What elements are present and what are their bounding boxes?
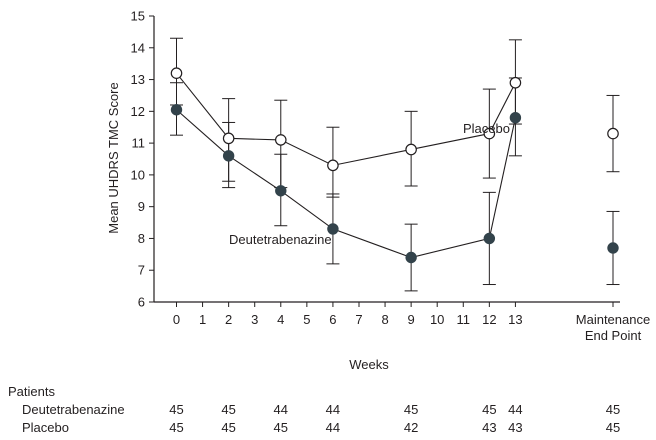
deutetrabenazine-point [327, 223, 339, 235]
patients-count: 44 [326, 402, 340, 417]
y-tick-label: 6 [138, 295, 145, 310]
x-tick-label: 2 [225, 312, 232, 327]
x-tick-label: 5 [303, 312, 310, 327]
patients-row-label: Placebo [22, 420, 69, 435]
x-tick-label-endpoint: Maintenance [576, 312, 650, 327]
x-tick-label: 3 [251, 312, 258, 327]
patients-count: 45 [169, 402, 183, 417]
x-tick-label: 12 [482, 312, 496, 327]
x-axis-label: Weeks [349, 357, 389, 372]
patients-count: 45 [221, 420, 235, 435]
y-tick-label: 14 [131, 40, 145, 55]
patients-count: 44 [274, 402, 288, 417]
deutetrabenazine-point [405, 251, 417, 264]
patients-count: 45 [606, 420, 620, 435]
patients-count: 42 [404, 420, 418, 435]
patients-count: 45 [221, 402, 235, 417]
x-tick-label-endpoint: End Point [585, 328, 642, 343]
y-tick-label: 8 [138, 231, 145, 246]
deutetrabenazine-annotation: Deutetrabenazine [229, 232, 332, 247]
placebo-point [483, 127, 496, 140]
placebo-annotation: Placebo [463, 121, 510, 136]
patients-count: 45 [606, 402, 620, 417]
patients-count: 45 [404, 402, 418, 417]
y-tick-label: 7 [138, 263, 145, 278]
patients-row-label: Deutetrabenazine [22, 402, 125, 417]
patients-count: 43 [508, 420, 522, 435]
y-tick-label: 10 [131, 167, 145, 182]
patients-table: Patients Deutetrabenazine 45 45 44 44 45 45 44 45… [8, 384, 620, 435]
deutetrabenazine-point [275, 185, 287, 197]
y-tick-label: 13 [131, 72, 145, 87]
x-tick-label: 9 [408, 312, 415, 327]
x-tick-label: 13 [508, 312, 522, 327]
patients-count: 44 [326, 420, 340, 435]
x-tick-label: 4 [277, 312, 284, 327]
x-tick-label: 8 [381, 312, 388, 327]
placebo-point [509, 76, 522, 89]
patients-count: 44 [508, 402, 522, 417]
placebo-endpoint-point [607, 127, 619, 140]
deutetrabenazine-point [170, 104, 183, 116]
placebo-point [405, 143, 417, 156]
x-tick-label: 11 [457, 312, 471, 327]
patients-count: 45 [169, 420, 183, 435]
plot-area: Placebo Deutetrabenazine [170, 37, 620, 292]
deutetrabenazine-point [509, 111, 522, 124]
y-tick-label: 15 [131, 9, 145, 24]
placebo-point [222, 132, 235, 145]
x-tick-label: 0 [173, 312, 180, 327]
deutetrabenazine-point [222, 150, 235, 162]
patients-count: 45 [274, 420, 288, 435]
deutetrabenazine-point [483, 232, 496, 245]
deutetrabenazine-endpoint-point [607, 242, 619, 254]
x-tick-label: 10 [430, 312, 444, 327]
y-tick-label: 12 [131, 104, 145, 119]
x-tick-label: 1 [199, 312, 206, 327]
y-tick-label: 9 [138, 199, 145, 214]
patients-count: 45 [482, 402, 496, 417]
patients-count: 43 [482, 420, 496, 435]
y-tick-label: 11 [132, 136, 146, 151]
x-tick-label: 6 [329, 312, 336, 327]
x-tick-label: 7 [355, 312, 362, 327]
placebo-point [327, 159, 339, 172]
patients-table-title: Patients [8, 384, 55, 399]
placebo-point [170, 67, 183, 79]
placebo-point [274, 134, 287, 146]
y-axis-label: Mean UHDRS TMC Score [106, 82, 121, 233]
